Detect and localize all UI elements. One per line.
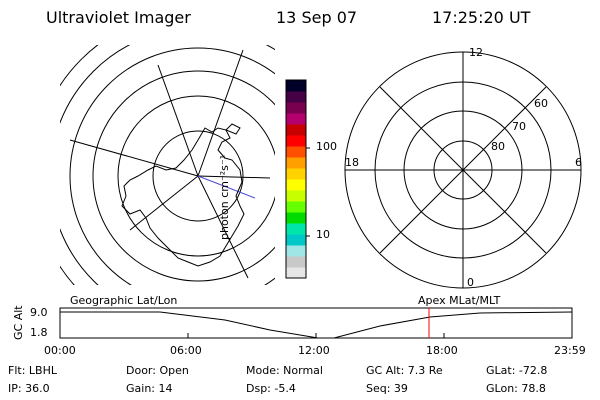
geo-sun-line <box>197 175 256 199</box>
info-gc-alt: GC Alt: 7.3 Re <box>366 364 443 377</box>
mlt-label-6: 6 <box>575 156 582 169</box>
colorbar-segment <box>286 267 306 279</box>
geographic-map <box>60 45 275 285</box>
info-filter: Flt: LBHL <box>8 364 57 377</box>
info-glat: GLat: -72.8 <box>486 364 548 377</box>
polar-plot <box>344 51 582 289</box>
geo-lat-circle-inner <box>152 130 244 222</box>
colorbar <box>285 79 310 279</box>
geo-meridian <box>129 175 199 231</box>
info-seq: Seq: 39 <box>366 382 408 395</box>
info-glon: GLon: 78.8 <box>486 382 546 395</box>
colorbar-segment <box>286 245 306 257</box>
colorbar-segment <box>286 80 306 92</box>
colorbar-segment <box>286 124 306 136</box>
geo-meridian <box>69 139 199 177</box>
y-tick-high: 9.0 <box>30 306 48 319</box>
colorbar-tick-100: 100 <box>316 140 337 153</box>
geo-lat-circle <box>69 47 275 285</box>
colorbar-segment <box>286 212 306 224</box>
colorbar-frame <box>285 79 307 279</box>
x-tick-label: 12:00 <box>298 344 330 357</box>
colorbar-segment <box>286 113 306 125</box>
x-tick-label: 18:00 <box>426 344 458 357</box>
info-dsp: Dsp: -5.4 <box>246 382 296 395</box>
colorbar-segment <box>286 102 306 114</box>
info-door: Door: Open <box>126 364 189 377</box>
instrument-title: Ultraviolet Imager <box>46 8 191 27</box>
x-tick-label: 23:59 <box>554 344 586 357</box>
coastline <box>121 127 245 267</box>
date-label: 13 Sep 07 <box>276 8 358 27</box>
info-mode: Mode: Normal <box>246 364 323 377</box>
geo-meridian <box>197 175 271 179</box>
geo-lat-circle <box>117 95 275 257</box>
geo-meridian <box>197 175 249 279</box>
info-ip: IP: 36.0 <box>8 382 50 395</box>
colorbar-segment <box>286 168 306 180</box>
info-gain: Gain: 14 <box>126 382 173 395</box>
colorbar-tick-10: 10 <box>316 228 330 241</box>
colorbar-segment <box>286 190 306 202</box>
colorbar-segment <box>286 135 306 147</box>
mlt-label-0: 0 <box>467 276 474 289</box>
colorbar-segment <box>286 157 306 169</box>
timeline-left-label: Geographic Lat/Lon <box>70 294 178 307</box>
time-label: 17:25:20 UT <box>432 8 531 27</box>
timeline-panel <box>59 307 573 339</box>
altitude-curve <box>60 311 573 339</box>
timeline-axis-title: GC Alt <box>12 305 25 340</box>
mlt-label-12: 12 <box>469 46 483 59</box>
geo-meridian <box>197 49 244 177</box>
mlt-label-18: 18 <box>345 156 359 169</box>
lat-label-80: 80 <box>491 140 505 153</box>
timeline-right-label: Apex MLat/MLT <box>418 294 501 307</box>
colorbar-segment <box>286 179 306 191</box>
colorbar-segment <box>286 91 306 103</box>
x-tick-label: 06:00 <box>170 344 202 357</box>
colorbar-segment <box>286 234 306 246</box>
geo-lat-circle <box>92 70 275 282</box>
colorbar-segment <box>286 256 306 268</box>
polar-diagonal <box>379 86 547 254</box>
y-tick-low: 1.8 <box>30 326 48 339</box>
colorbar-segment <box>286 223 306 235</box>
x-tick-label: 00:00 <box>44 344 76 357</box>
coastline-island <box>225 123 241 135</box>
geo-meridian <box>157 64 199 177</box>
lat-label-60: 60 <box>534 97 548 110</box>
lat-label-70: 70 <box>512 120 526 133</box>
colorbar-unit-label: photon cm⁻²s⁻¹ <box>218 154 231 240</box>
colorbar-segment <box>286 201 306 213</box>
colorbar-segment <box>286 146 306 158</box>
